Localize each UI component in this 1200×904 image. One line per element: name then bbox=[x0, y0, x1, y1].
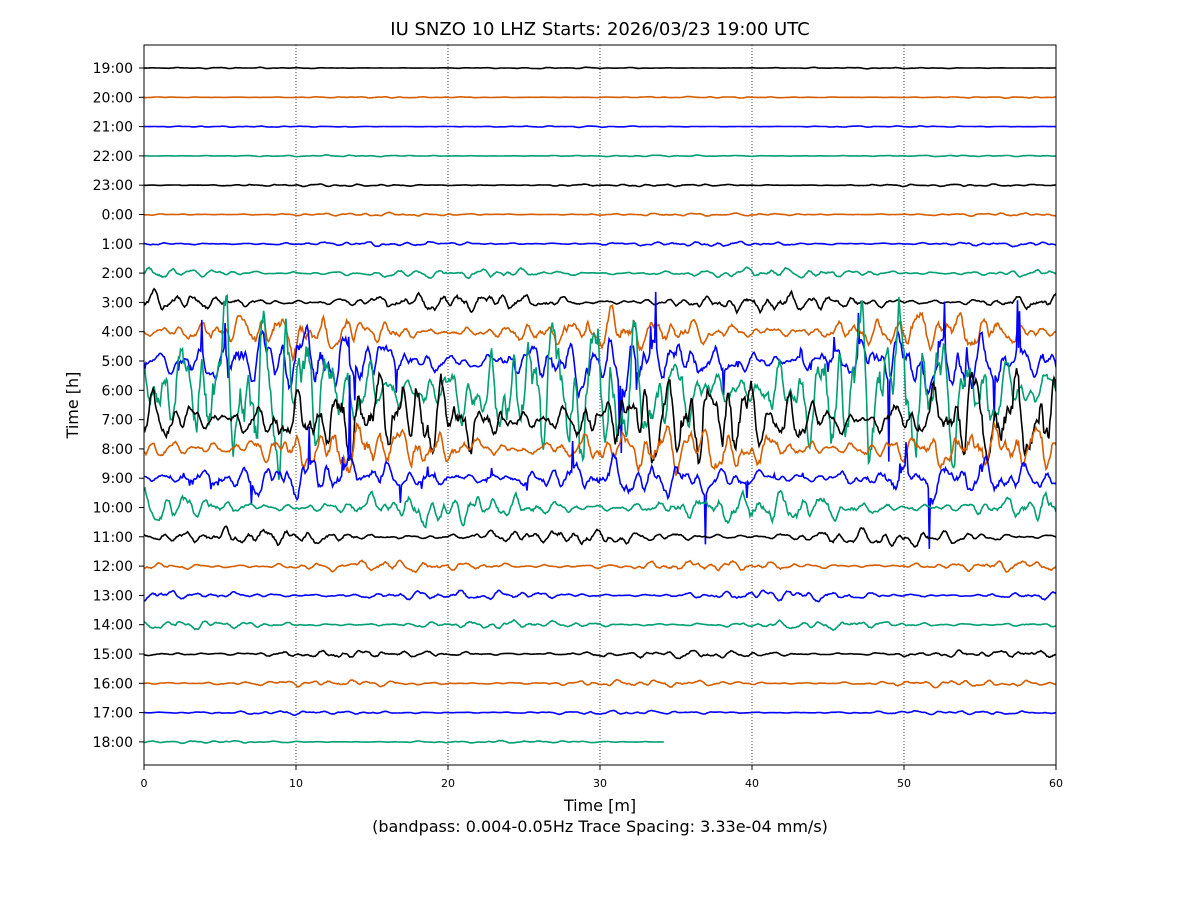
trace-13:00 bbox=[144, 589, 1056, 603]
trace-19:00 bbox=[144, 66, 1056, 70]
y-tick-label: 12:00 bbox=[93, 559, 133, 575]
y-tick-label: 22:00 bbox=[93, 149, 133, 165]
y-tick-label: 17:00 bbox=[93, 706, 133, 722]
y-tick-label: 13:00 bbox=[93, 588, 133, 604]
trace-20:00 bbox=[144, 95, 1056, 99]
y-tick-label: 8:00 bbox=[102, 442, 133, 458]
y-tick-label: 21:00 bbox=[93, 120, 133, 136]
trace-23:00 bbox=[144, 183, 1056, 188]
trace-17:00 bbox=[144, 709, 1056, 717]
y-tick-label: 1:00 bbox=[102, 237, 133, 253]
trace-3:00 bbox=[144, 287, 1056, 315]
trace-7:00 bbox=[144, 368, 1056, 465]
y-tick-label: 14:00 bbox=[93, 618, 133, 634]
trace-9:00 bbox=[144, 375, 1056, 549]
trace-1:00 bbox=[144, 240, 1056, 248]
trace-2:00 bbox=[144, 266, 1056, 280]
x-tick-label: 60 bbox=[1049, 777, 1063, 790]
y-tick-label: 3:00 bbox=[102, 295, 133, 311]
x-tick-label: 30 bbox=[593, 777, 607, 790]
y-tick-label: 11:00 bbox=[93, 530, 133, 546]
trace-6:00 bbox=[144, 293, 1056, 480]
trace-12:00 bbox=[144, 559, 1056, 574]
trace-22:00 bbox=[144, 153, 1056, 158]
y-tick-label: 0:00 bbox=[102, 208, 133, 224]
trace-21:00 bbox=[144, 125, 1056, 129]
y-tick-label: 2:00 bbox=[102, 266, 133, 282]
x-axis-subtitle: (bandpass: 0.004-0.05Hz Trace Spacing: 3… bbox=[372, 817, 828, 836]
x-axis-ticks: 0 10 20 30 40 50 60 bbox=[141, 765, 1063, 790]
grid-lines bbox=[295, 45, 905, 765]
x-axis-label: Time [m] bbox=[563, 796, 636, 815]
y-tick-label: 23:00 bbox=[93, 178, 133, 194]
y-tick-label: 6:00 bbox=[102, 383, 133, 399]
trace-11:00 bbox=[144, 525, 1056, 548]
y-tick-label: 15:00 bbox=[93, 647, 133, 663]
y-axis-ticks: 19:00 20:00 21:00 22:00 23:00 0:00 1:00 2:00 3:0… bbox=[93, 61, 144, 751]
y-tick-label: 4:00 bbox=[102, 325, 133, 341]
trace-10:00 bbox=[144, 486, 1056, 529]
y-tick-label: 20:00 bbox=[93, 90, 133, 106]
x-tick-label: 40 bbox=[745, 777, 759, 790]
trace-8:00 bbox=[144, 420, 1056, 476]
x-tick-label: 0 bbox=[141, 777, 148, 790]
y-tick-label: 7:00 bbox=[102, 413, 133, 429]
trace-14:00 bbox=[144, 618, 1056, 632]
chart-title: IU SNZO 10 LHZ Starts: 2026/03/23 19:00 … bbox=[390, 19, 809, 40]
y-tick-label: 5:00 bbox=[102, 354, 133, 370]
y-tick-label: 18:00 bbox=[93, 735, 133, 751]
y-tick-label: 10:00 bbox=[93, 501, 133, 517]
trace-18:00 bbox=[144, 739, 664, 745]
trace-0:00 bbox=[144, 211, 1056, 218]
x-tick-label: 20 bbox=[441, 777, 455, 790]
trace-16:00 bbox=[144, 678, 1056, 689]
x-tick-label: 10 bbox=[289, 777, 303, 790]
trace-15:00 bbox=[144, 649, 1056, 660]
y-tick-label: 16:00 bbox=[93, 676, 133, 692]
x-tick-label: 50 bbox=[897, 777, 911, 790]
y-tick-label: 9:00 bbox=[102, 471, 133, 487]
traces bbox=[144, 66, 1056, 745]
y-tick-label: 19:00 bbox=[93, 61, 133, 77]
y-axis-label: Time [h] bbox=[63, 372, 82, 440]
